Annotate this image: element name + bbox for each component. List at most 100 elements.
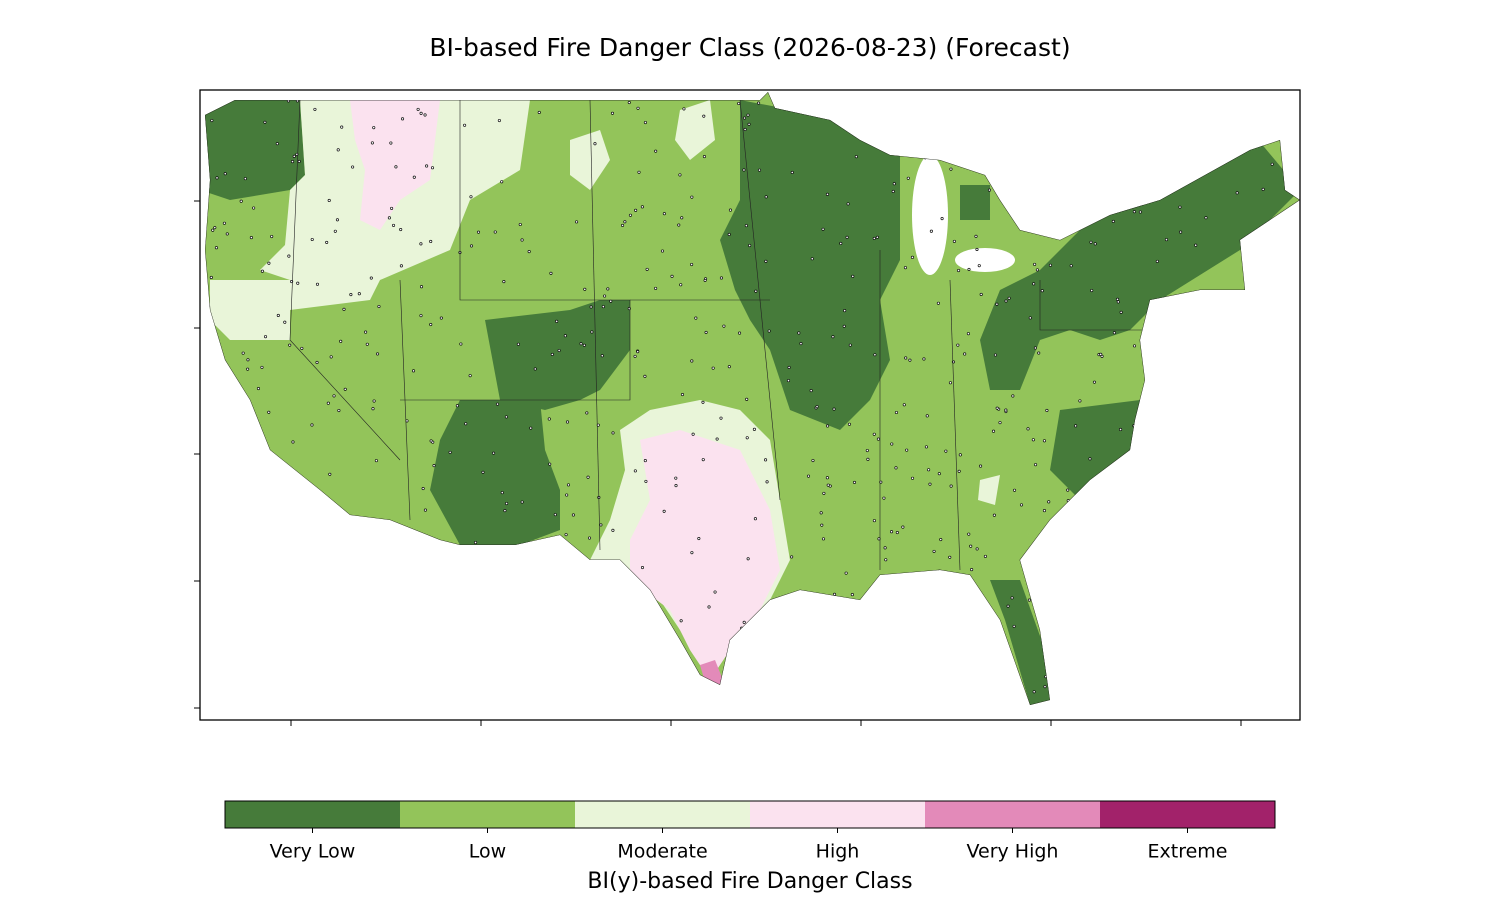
station-dot [633,354,637,358]
station-dot [627,101,631,105]
station-dot [1289,228,1293,232]
station-dot [239,199,243,203]
station-dot [889,530,894,534]
station-dot [998,421,1002,425]
station-dot [1050,563,1054,567]
station-dot [387,216,391,220]
station-dot [1054,610,1058,614]
station-dot [641,651,646,656]
station-dot [205,409,209,414]
station-dot [1249,648,1253,653]
station-dot [1012,488,1017,492]
station-dot [764,458,768,462]
station-dot [229,622,234,626]
station-dot [1152,365,1156,369]
colorbar-swatch [575,801,750,828]
station-dot [1194,243,1198,247]
station-dot [927,468,931,472]
station-dot [533,367,537,371]
station-dot [839,241,843,246]
station-dot [520,238,524,242]
station-dot [1190,125,1194,129]
station-dot [1203,543,1207,547]
station-dot [1272,218,1276,222]
station-dot [1114,528,1118,532]
station-dot [553,513,557,517]
station-dot [680,392,685,397]
station-dot [1033,346,1037,350]
station-dot [957,688,961,692]
station-dot [883,546,887,550]
station-dot [1176,116,1180,120]
station-dot [1196,565,1200,570]
station-dot [1125,511,1129,515]
station-dot [927,661,931,666]
station-dot [400,117,405,121]
station-dot [340,125,344,129]
station-dot [1286,219,1290,223]
station-dot [1006,604,1010,608]
station-dot [678,173,682,177]
station-dot [431,600,435,604]
region [485,300,630,410]
station-dot [1112,331,1116,335]
station-dot [1011,154,1015,158]
station-dot [1004,299,1008,303]
station-dot [925,598,929,602]
station-dot [847,422,851,426]
station-dot [1156,489,1160,493]
station-dot [1169,597,1173,601]
station-dot [842,324,846,328]
station-dot [315,282,320,286]
station-dot [1096,593,1101,597]
station-dot [890,442,894,446]
station-dot [690,262,694,267]
station-dot [504,415,508,419]
station-dot [832,407,836,411]
station-dot [492,451,496,455]
station-dot [837,678,841,682]
station-dot [485,635,489,639]
station-dot [412,175,416,179]
station-dot [1146,593,1150,597]
station-dot [628,213,633,217]
colorbar-swatch [1100,801,1275,828]
station-dot [279,522,283,526]
station-dot [715,437,719,441]
station-dot [702,114,706,118]
station-dot [973,696,977,700]
station-dot [903,266,907,270]
station-dot [339,676,344,680]
station-dot [1093,242,1097,246]
station-dot [1132,344,1137,348]
station-dot [845,235,849,239]
station-dot [256,387,261,391]
station-dot [419,314,423,318]
station-dot [1019,503,1024,507]
station-dot [406,689,410,693]
station-dot [463,123,467,127]
station-dot [408,689,412,693]
state-border [949,279,961,571]
colorbar-outline [224,800,1276,829]
station-dot [815,405,819,409]
station-dot [589,305,593,309]
country-outline [205,92,1300,705]
station-dot [1069,633,1073,637]
station-dot [1083,692,1087,696]
station-dot [205,174,208,178]
station-dot [237,671,241,675]
station-dot [846,94,850,98]
station-dot [342,657,346,661]
station-dot [895,530,899,535]
station-dot [1116,300,1120,304]
station-dot [942,593,946,597]
colorbar-label: BI(y)-based Fire Danger Class [587,869,912,894]
station-dot [1195,512,1199,516]
station-dot [949,167,953,171]
station-dot [324,597,328,601]
station-dot [1227,337,1231,341]
station-dot [1122,474,1126,478]
station-dot [732,654,736,658]
